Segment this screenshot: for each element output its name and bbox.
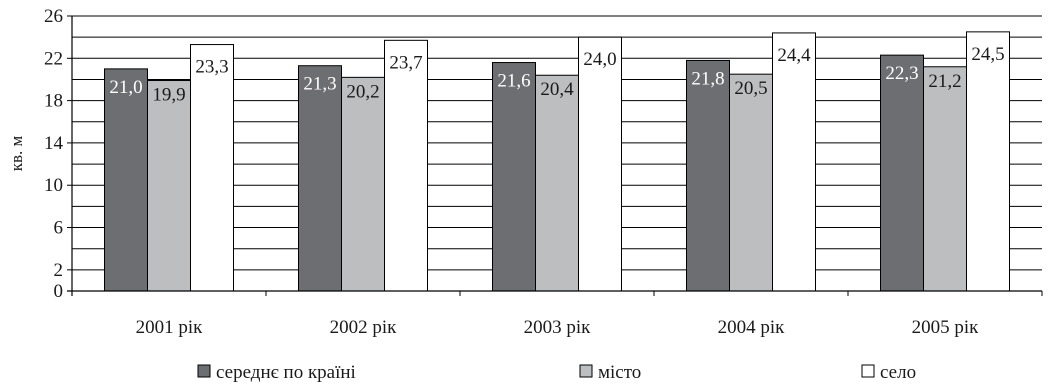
bar: [298, 65, 342, 292]
data-label: 21,3: [303, 74, 336, 95]
y-tick-label: 2: [54, 260, 64, 281]
x-tick-label: 2002 рік: [330, 317, 398, 338]
bar: [966, 31, 1010, 292]
data-label: 21,8: [691, 68, 724, 89]
x-tick-labels: 2001 рік 2002 рік 2003 рік 2004 рік 2005 рік: [136, 317, 980, 338]
bar: [147, 80, 191, 292]
legend: середнє по країні місто село: [197, 362, 916, 383]
x-tick-label: 2005 рік: [912, 317, 980, 338]
data-labels: 21,0 19,9 23,3 21,3 20,2 23,7 21,6 20,4 24,0 21,8…: [109, 44, 1004, 106]
bar: [104, 68, 148, 292]
data-label: 23,3: [195, 57, 228, 78]
bar: [880, 54, 924, 292]
legend-label: середнє по країні: [216, 362, 356, 383]
y-tick-label: 6: [54, 218, 64, 239]
x-tick-label: 2003 рік: [524, 317, 592, 338]
data-label: 21,6: [497, 71, 530, 92]
data-label: 24,5: [971, 44, 1004, 65]
data-label: 21,2: [928, 71, 961, 92]
bar: [384, 39, 428, 292]
y-tick-label: 0: [54, 281, 64, 302]
data-label: 22,3: [885, 63, 918, 84]
data-label: 20,5: [734, 78, 767, 99]
data-label: 23,7: [389, 52, 422, 73]
bar: [492, 62, 536, 292]
bars: [104, 31, 1010, 292]
legend-swatch: [579, 364, 593, 378]
legend-swatch: [197, 364, 211, 378]
bar: [772, 32, 816, 292]
y-tick-label: 10: [44, 175, 63, 196]
y-tick-label: 14: [44, 133, 64, 154]
y-tick-label: 18: [44, 91, 63, 112]
data-label: 19,9: [152, 85, 185, 106]
y-tick-label: 26: [44, 6, 63, 27]
bar: [686, 59, 730, 292]
y-tick-label: 22: [44, 48, 63, 69]
data-label: 24,4: [777, 45, 811, 66]
x-tick-label: 2004 рік: [718, 317, 786, 338]
bar: [190, 44, 234, 292]
x-tick-label: 2001 рік: [136, 317, 204, 338]
data-label: 20,4: [540, 79, 574, 100]
bar: [578, 36, 622, 292]
legend-label: село: [880, 362, 916, 383]
data-label: 21,0: [109, 77, 142, 98]
legend-label: місто: [598, 362, 641, 383]
bar: [341, 76, 385, 292]
bar: [923, 66, 967, 292]
bar: [535, 74, 579, 292]
axes: [67, 15, 1043, 296]
data-label: 24,0: [583, 49, 616, 70]
data-label: 20,2: [346, 81, 379, 102]
bar: [729, 73, 773, 292]
y-axis-label: кв. м: [7, 135, 26, 171]
legend-swatch: [861, 364, 875, 378]
